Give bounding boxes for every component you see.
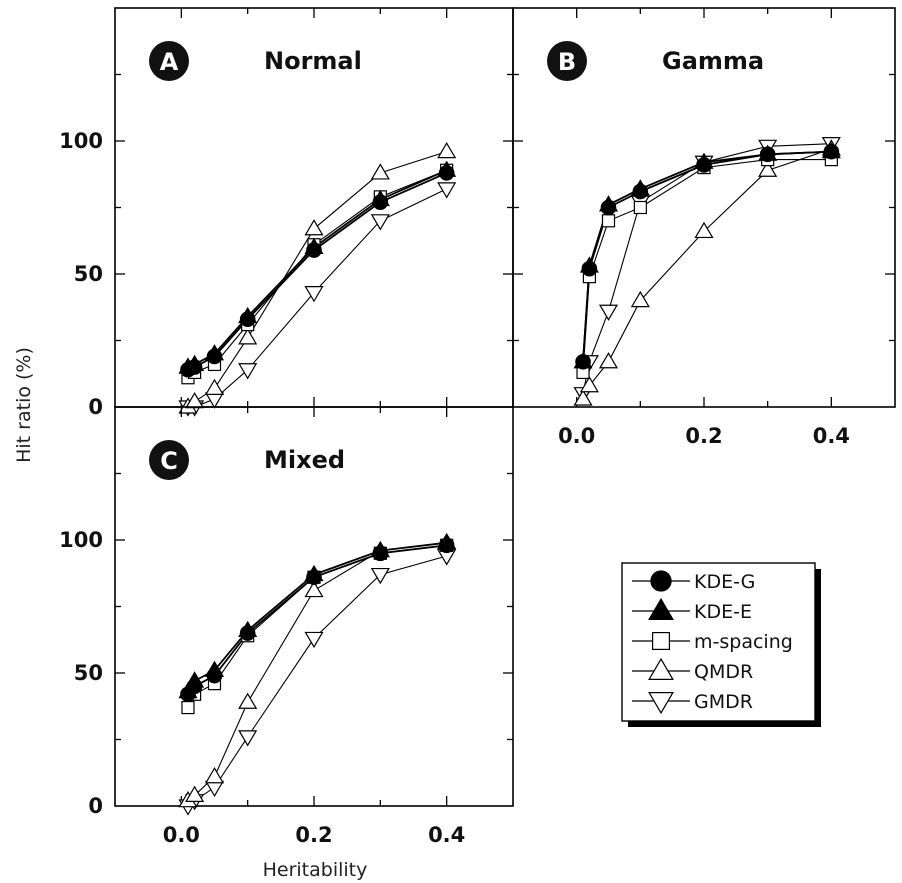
data-point-kde-g [306,569,322,586]
y-tick-label: 0 [88,794,103,818]
data-point-gmdr [304,631,324,649]
y-tick-label: 0 [88,395,103,419]
data-point-gmdr [204,392,225,409]
data-point-kde-g [206,348,223,365]
data-point-kde-g [372,194,389,210]
y-tick-label: 100 [59,528,103,552]
series-line-kde-e [187,541,447,693]
data-point-qmdr [238,692,258,709]
data-point-qmdr [758,160,778,177]
data-point-kde-g [823,143,840,160]
data-point-kde-g [438,165,455,181]
legend-marker-kde-e [648,597,674,621]
legend-label: GMDR [694,691,753,713]
data-point-gmdr [370,567,390,585]
series-line-kde-e [582,150,832,362]
panel-badge [149,41,189,81]
panel-badge-label: C [160,447,178,475]
panel-badge-label: A [160,48,179,76]
data-point-gmdr [370,214,390,231]
data-point-gmdr [238,363,258,380]
data-point-kde-g [696,157,712,173]
series-line-kde-e [187,169,448,368]
legend-marker-m-spacing [651,631,670,650]
legend-label: QMDR [694,661,753,683]
y-axis-title: Hit ratio (%) [13,347,35,463]
x-tick-label: 0.2 [295,823,332,847]
panel-title: Normal [264,47,362,75]
y-tick-label: 50 [74,661,103,685]
data-point-qmdr [598,352,619,369]
data-point-kde-g [186,678,203,695]
data-point-kde-g [600,199,617,216]
legend-label: KDE-G [694,571,755,593]
data-point-qmdr [304,580,324,598]
series-line-kde-g [187,544,447,695]
legend-marker-kde-g [650,570,672,592]
x-tick-label: 0.0 [163,823,200,847]
panel-b: 0.0 0.2 0.4 B Gamma [512,7,896,448]
data-point-kde-g [581,260,598,277]
legend-label: m-spacing [694,631,793,653]
data-point-m-spacing [601,214,616,228]
panels-layer: 0 50 100 A Normal 0.0 0.2 0.4 B Gamma 0 50 100 0.0 0.2… [59,7,896,847]
y-tick-label: 50 [74,262,103,286]
data-point-m-spacing [181,700,195,715]
data-point-qmdr [185,785,205,802]
x-tick-label: 0.0 [558,424,595,448]
data-point-qmdr [238,328,258,345]
data-point-kde-g [306,242,322,258]
data-point-kde-g [438,537,455,554]
data-point-kde-g [759,146,776,163]
x-tick-label: 0.4 [428,823,465,847]
data-point-kde-g [575,353,591,370]
data-point-gmdr [437,182,457,199]
panel-title: Gamma [662,47,764,75]
data-point-kde-g [239,311,256,328]
series-line-m-spacing [582,159,832,373]
panel-a: 0 50 100 A Normal [59,7,514,419]
data-point-m-spacing [633,200,647,215]
panel-badge [547,41,587,81]
data-point-qmdr [579,376,599,393]
data-point-qmdr [204,767,225,784]
legend-label: KDE-E [694,601,752,623]
data-point-qmdr [694,221,714,239]
data-point-gmdr [304,286,324,303]
data-point-qmdr [630,290,650,308]
x-tick-label: 0.4 [813,424,850,448]
data-point-gmdr [204,780,225,798]
data-point-qmdr [437,141,457,159]
series-line-qmdr [582,148,832,400]
series-line-m-spacing [187,169,447,379]
data-point-kde-g [632,183,649,200]
legend: KDE-G KDE-E m-spacing QMDR GMDR [621,562,821,727]
series-line-gmdr [582,143,832,394]
data-point-qmdr [204,378,225,395]
data-point-kde-g [186,359,203,375]
series-line-m-spacing [187,544,447,708]
y-tick-label: 100 [59,129,103,153]
x-tick-label: 0.2 [685,424,722,448]
legend-marker-gmdr [648,691,674,715]
legend-marker-qmdr [648,657,674,681]
data-point-qmdr [304,219,324,236]
series-line-gmdr [188,188,447,408]
data-point-qmdr [370,163,390,180]
panel-title: Mixed [264,446,345,474]
x-axis-title: Heritability [263,859,368,881]
series-line-kde-g [582,150,832,362]
data-point-kde-g [372,545,389,562]
data-point-kde-g [239,625,256,641]
data-point-gmdr [238,730,258,747]
panel-badge-label: B [558,48,576,76]
data-point-qmdr [573,389,593,406]
data-point-gmdr [598,304,619,321]
data-point-kde-g [206,667,223,684]
panel-c: 0 50 100 0.0 0.2 0.4 C Mixed [59,406,514,847]
panel-badge [149,440,189,480]
